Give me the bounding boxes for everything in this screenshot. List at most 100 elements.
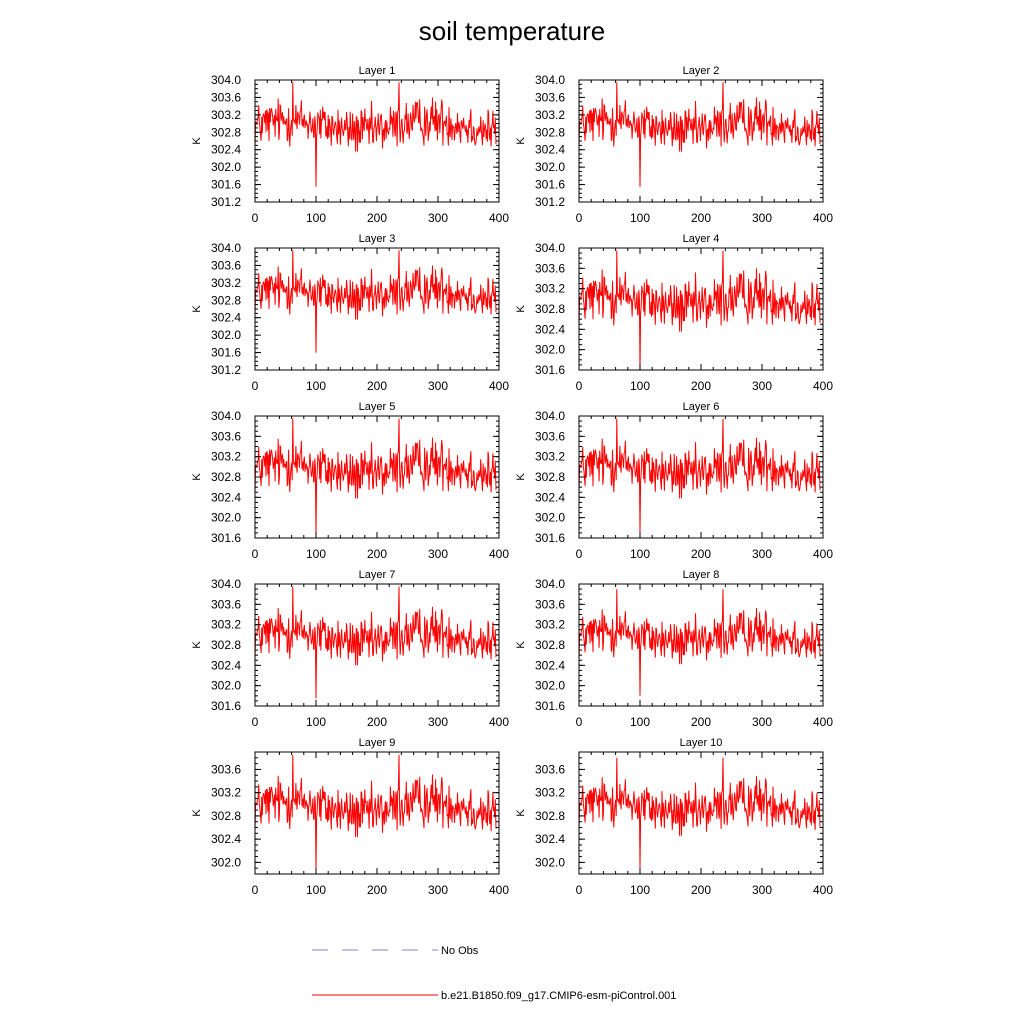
x-tick-label: 0 [576,547,583,561]
y-tick-label: 303.6 [535,597,565,611]
x-tick-label: 100 [630,715,650,729]
panel-title: Layer 7 [359,569,396,581]
y-tick-label: 303.6 [535,261,565,275]
panel-layer-6: Layer 6 K 0 100 200 300 400 301.6 302.0 302.4 302.… [515,401,833,561]
plot-frame [254,247,500,371]
plot-frame [254,79,500,203]
x-tick-label: 400 [813,715,833,729]
x-tick-label: 100 [630,379,650,393]
y-tick-label: 302.4 [535,490,565,504]
figure-title: soil temperature [419,16,605,46]
x-tick-label: 0 [252,883,259,897]
series-line-model [578,250,821,371]
y-tick-label: 304.0 [211,241,241,255]
y-axis-label: K [515,305,527,313]
x-tick-label: 300 [428,715,448,729]
panel-title: Layer 6 [683,401,720,413]
panel-title: Layer 5 [359,401,396,413]
panel-layer-8: Layer 8 K 0 100 200 300 400 301.6 302.0 302.4 302.… [515,569,833,729]
legend: No Obs b.e21.B1850.f09_g17.CMIP6-esm-piC… [312,945,676,1002]
x-tick-label: 400 [489,211,509,225]
x-tick-label: 400 [489,883,509,897]
y-tick-label: 301.6 [535,699,565,713]
x-tick-label: 200 [367,379,387,393]
y-axis-label: K [515,809,527,817]
y-tick-label: 301.2 [211,195,241,209]
y-tick-label: 302.0 [211,511,241,525]
y-tick-label: 304.0 [535,409,565,423]
x-tick-label: 0 [252,715,259,729]
x-tick-label: 100 [306,379,326,393]
y-tick-label: 304.0 [535,577,565,591]
y-tick-label: 302.0 [211,328,241,342]
y-tick-label: 301.6 [211,346,241,360]
y-tick-label: 304.0 [211,577,241,591]
y-tick-label: 302.4 [211,658,241,672]
y-tick-label: 302.8 [211,809,241,823]
y-tick-label: 302.8 [535,470,565,484]
y-tick-label: 302.8 [535,809,565,823]
x-tick-label: 300 [752,379,772,393]
plot-frame [578,79,824,203]
y-tick-label: 302.4 [211,311,241,325]
y-axis-label: K [191,305,203,313]
x-tick-label: 0 [252,379,259,393]
x-tick-label: 300 [428,211,448,225]
y-tick-label: 302.8 [211,470,241,484]
x-tick-label: 400 [813,883,833,897]
x-tick-label: 300 [752,883,772,897]
panel-layer-10: Layer 10 K 0 100 200 300 400 302.0 302.4 302.8 303… [515,737,833,897]
x-tick-label: 100 [306,211,326,225]
y-tick-label: 302.0 [211,855,241,869]
y-tick-label: 303.2 [211,450,241,464]
y-tick-label: 303.6 [211,597,241,611]
y-tick-label: 304.0 [211,409,241,423]
y-tick-label: 302.4 [535,143,565,157]
x-tick-label: 400 [813,379,833,393]
x-tick-label: 300 [752,211,772,225]
y-tick-label: 302.0 [535,160,565,174]
y-tick-label: 303.6 [211,258,241,272]
legend-label-model: b.e21.B1850.f09_g17.CMIP6-esm-piControl.… [441,990,676,1002]
y-tick-label: 303.2 [535,786,565,800]
panel-title: Layer 2 [683,65,720,77]
x-tick-label: 100 [630,547,650,561]
x-tick-label: 300 [752,715,772,729]
panel-layer-7: Layer 7 K 0 100 200 300 400 301.6 302.0 302.4 302.… [191,569,509,729]
y-tick-label: 303.6 [535,90,565,104]
y-tick-label: 303.6 [211,429,241,443]
panel-layer-3: Layer 3 K 0 100 200 300 400 301.2 301.6 302.0 302.… [191,233,509,393]
series-line-model [578,418,821,533]
y-axis-label: K [191,473,203,481]
x-tick-label: 100 [306,715,326,729]
panels-group: Layer 1 K 0 100 200 300 400 301.2 301.6 302.0 302.… [191,65,833,897]
series-line-model [254,754,497,872]
x-tick-label: 400 [813,547,833,561]
x-tick-label: 100 [306,883,326,897]
series-line-model [578,82,821,187]
x-tick-label: 200 [691,379,711,393]
series-line-model [578,757,821,869]
y-tick-label: 302.8 [535,302,565,316]
panel-title: Layer 9 [359,737,396,749]
y-tick-label: 301.2 [535,195,565,209]
y-tick-label: 303.2 [211,108,241,122]
y-tick-label: 301.6 [535,178,565,192]
y-tick-label: 302.4 [535,322,565,336]
panel-title: Layer 10 [680,737,723,749]
y-tick-label: 301.6 [535,363,565,377]
panel-title: Layer 1 [359,65,396,77]
x-tick-label: 200 [691,715,711,729]
x-tick-label: 100 [306,547,326,561]
x-tick-label: 300 [428,379,448,393]
series-line-model [254,586,497,699]
series-line-model [578,589,821,696]
x-tick-label: 400 [489,715,509,729]
y-tick-label: 301.6 [535,531,565,545]
x-tick-label: 300 [428,883,448,897]
panel-layer-4: Layer 4 K 0 100 200 300 400 301.6 302.0 302.4 302.… [515,233,833,393]
y-tick-label: 303.2 [211,786,241,800]
x-tick-label: 200 [367,715,387,729]
panel-layer-9: Layer 9 K 0 100 200 300 400 302.0 302.4 302.8 303.… [191,737,509,897]
y-tick-label: 302.0 [535,855,565,869]
